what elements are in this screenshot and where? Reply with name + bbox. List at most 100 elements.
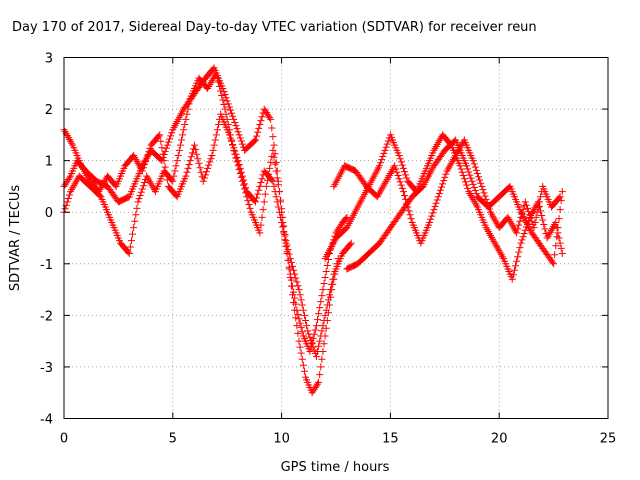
data-point — [273, 174, 281, 182]
data-point — [281, 232, 289, 240]
data-point — [428, 212, 436, 220]
data-point — [317, 298, 325, 306]
data-point — [392, 165, 400, 173]
data-point — [296, 343, 304, 351]
data-point — [270, 141, 278, 149]
x-axis-label: GPS time / hours — [281, 460, 390, 475]
data-point — [245, 200, 253, 208]
data-point — [279, 223, 287, 231]
data-point — [126, 243, 134, 251]
data-point — [131, 217, 139, 225]
data-point — [278, 219, 286, 227]
data-point — [127, 237, 135, 245]
data-point — [463, 162, 471, 170]
data-point — [302, 317, 310, 325]
data-point — [228, 109, 236, 117]
data-point — [293, 278, 301, 286]
data-point — [322, 268, 330, 276]
data-point — [211, 136, 219, 144]
data-point — [290, 266, 298, 274]
data-point — [277, 196, 285, 204]
data-point — [311, 326, 319, 334]
data-point — [180, 126, 188, 134]
data-point — [220, 88, 228, 96]
y-tick-label: -1 — [40, 258, 53, 273]
data-point — [427, 215, 435, 223]
data-point — [297, 323, 305, 331]
data-point — [528, 217, 536, 225]
data-point — [257, 117, 265, 125]
data-point — [509, 271, 517, 279]
data-point — [523, 204, 531, 212]
data-point — [292, 314, 300, 322]
data-point — [164, 138, 172, 146]
data-point — [272, 167, 280, 175]
data-point — [226, 106, 234, 114]
data-point — [429, 209, 437, 217]
data-point — [233, 125, 241, 133]
data-point — [176, 141, 184, 149]
y-tick-label: -4 — [40, 413, 53, 428]
data-point — [214, 121, 222, 129]
data-point — [246, 204, 254, 212]
data-point — [219, 96, 227, 104]
data-point — [522, 201, 530, 209]
data-point — [188, 149, 196, 157]
data-point — [346, 240, 354, 248]
data-point — [515, 248, 523, 256]
data-point — [155, 132, 163, 140]
x-tick-label: 10 — [273, 432, 290, 447]
data-point — [477, 179, 485, 187]
data-point — [253, 194, 261, 202]
data-point — [319, 286, 327, 294]
data-point — [539, 216, 547, 224]
data-point — [218, 92, 226, 100]
data-point — [534, 203, 542, 211]
data-point — [195, 159, 203, 167]
data-point — [538, 211, 546, 219]
data-point — [556, 206, 564, 214]
data-point — [294, 282, 302, 290]
data-point — [212, 131, 220, 139]
data-point — [402, 171, 410, 179]
data-point — [138, 185, 146, 193]
data-point — [287, 282, 295, 290]
data-point — [61, 205, 69, 213]
data-point — [204, 164, 212, 172]
data-point — [256, 121, 264, 129]
data-point — [223, 97, 231, 105]
data-point — [432, 199, 440, 207]
data-point — [531, 219, 539, 227]
y-tick-label: -2 — [40, 309, 53, 324]
data-point — [467, 174, 475, 182]
data-point — [129, 230, 137, 238]
data-point — [294, 329, 302, 337]
data-point — [234, 128, 242, 136]
data-point — [255, 124, 263, 132]
data-point — [207, 155, 215, 163]
data-point — [183, 110, 191, 118]
data-point — [324, 296, 332, 304]
data-point — [316, 337, 324, 345]
data-point — [132, 211, 140, 219]
data-point — [168, 129, 176, 137]
data-point — [146, 144, 154, 152]
data-point — [191, 141, 199, 149]
data-point — [391, 162, 399, 170]
data-point — [378, 156, 386, 164]
data-point — [233, 153, 241, 161]
data-point — [254, 128, 262, 136]
data-point — [320, 340, 328, 348]
series-track-f — [343, 136, 566, 273]
data-point — [139, 182, 147, 190]
data-point — [96, 192, 104, 200]
data-point — [471, 163, 479, 171]
data-point — [157, 137, 165, 145]
data-point — [558, 188, 566, 196]
data-point — [181, 121, 189, 129]
data-point — [269, 146, 277, 154]
data-point — [235, 131, 243, 139]
data-point — [399, 164, 407, 172]
data-point — [286, 255, 294, 263]
